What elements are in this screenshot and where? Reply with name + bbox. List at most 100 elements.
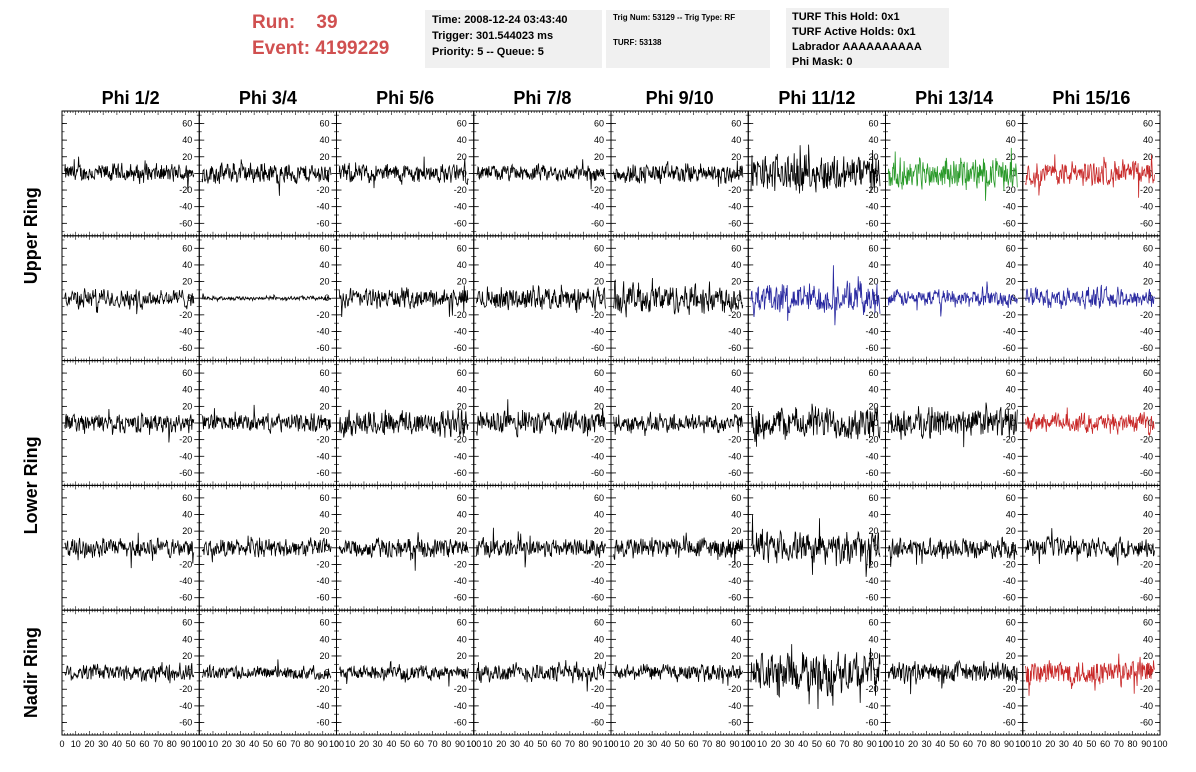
- y-tick-label: 40: [594, 385, 604, 395]
- y-tick-label: 60: [1006, 243, 1016, 253]
- y-tick-label: -60: [1003, 593, 1016, 603]
- y-tick-label: 0: [599, 293, 604, 303]
- y-tick-label: 20: [1006, 401, 1016, 411]
- y-tick-label: -40: [179, 326, 192, 336]
- y-tick-label: -20: [1140, 435, 1153, 445]
- y-tick-label: 20: [1006, 152, 1016, 162]
- waveform-trace: [338, 532, 469, 571]
- waveform-trace: [64, 288, 195, 315]
- y-tick-label: 40: [1006, 510, 1016, 520]
- y-tick-label: 40: [868, 260, 878, 270]
- y-tick-label: -20: [179, 310, 192, 320]
- y-tick-label: 40: [319, 135, 329, 145]
- turf-text: TURF: 53138: [613, 38, 662, 47]
- y-tick-label: -60: [316, 343, 329, 353]
- y-tick-label: -60: [316, 593, 329, 603]
- y-tick-label: 60: [1143, 368, 1153, 378]
- y-tick-label: 40: [594, 135, 604, 145]
- y-tick-label: 60: [182, 368, 192, 378]
- y-tick-label: -60: [316, 218, 329, 228]
- y-tick-label: 60: [594, 118, 604, 128]
- event-label: Event:: [252, 38, 311, 59]
- turf-this-hold-text: TURF This Hold: 0x1: [792, 11, 900, 23]
- y-tick-label: 40: [1143, 135, 1153, 145]
- y-tick-label: -20: [179, 185, 192, 195]
- y-tick-label: 20: [1143, 152, 1153, 162]
- y-tick-label: 20: [182, 152, 192, 162]
- y-tick-label: 40: [457, 260, 467, 270]
- y-tick-label: -20: [865, 185, 878, 195]
- y-tick-label: 0: [599, 543, 604, 553]
- y-tick-label: -40: [454, 326, 467, 336]
- y-tick-label: 20: [868, 152, 878, 162]
- y-tick-label: -20: [865, 435, 878, 445]
- y-tick-label: -60: [179, 218, 192, 228]
- y-tick-label: 0: [736, 168, 741, 178]
- waveform-trace: [1025, 284, 1155, 310]
- y-tick-label: 60: [319, 368, 329, 378]
- waveform-trace: [750, 403, 881, 447]
- y-tick-label: -20: [728, 185, 741, 195]
- y-tick-label: 40: [457, 385, 467, 395]
- waveform-trace: [64, 408, 195, 443]
- column-header: Phi 3/4: [239, 88, 297, 108]
- y-tick-label: -40: [591, 202, 604, 212]
- y-tick-label: 60: [1143, 243, 1153, 253]
- y-tick-label: 60: [457, 118, 467, 128]
- y-tick-label: -40: [1003, 326, 1016, 336]
- waveform-trace: [613, 532, 744, 566]
- panel-frame: [198, 360, 337, 486]
- y-tick-label: -20: [1003, 559, 1016, 569]
- y-tick-label: -20: [454, 435, 467, 445]
- y-tick-label: 20: [1006, 526, 1016, 536]
- y-tick-label: 40: [182, 135, 192, 145]
- waveform-trace: [613, 160, 744, 187]
- y-tick-label: 20: [319, 526, 329, 536]
- y-tick-label: 60: [594, 243, 604, 253]
- phi-mask-text: Phi Mask: 0: [792, 56, 853, 68]
- y-tick-label: 40: [1143, 510, 1153, 520]
- waveform-trace: [887, 536, 1018, 567]
- y-tick-label: 40: [1006, 135, 1016, 145]
- y-tick-label: -20: [865, 310, 878, 320]
- y-tick-label: 60: [868, 368, 878, 378]
- y-tick-label: -40: [865, 576, 878, 586]
- y-tick-label: 60: [594, 493, 604, 503]
- column-header: Phi 9/10: [646, 88, 714, 108]
- y-tick-label: -60: [591, 343, 604, 353]
- y-tick-label: -40: [1003, 576, 1016, 586]
- y-tick-label: 40: [319, 385, 329, 395]
- y-tick-label: 40: [1006, 385, 1016, 395]
- y-tick-label: -20: [591, 185, 604, 195]
- y-tick-label: 60: [1006, 368, 1016, 378]
- y-tick-label: 60: [1006, 493, 1016, 503]
- y-tick-label: 0: [599, 418, 604, 428]
- y-tick-label: 0: [324, 418, 329, 428]
- y-tick-label: 40: [731, 385, 741, 395]
- y-tick-label: -40: [179, 451, 192, 461]
- y-tick-label: -40: [591, 451, 604, 461]
- y-tick-label: -20: [1003, 185, 1016, 195]
- trig-num-text: Trig Num: 53129 -- Trig Type: RF: [613, 13, 736, 22]
- waveform-trace: [338, 285, 469, 318]
- waveform-trace: [750, 144, 881, 194]
- y-tick-label: -60: [1140, 218, 1153, 228]
- y-tick-label: -40: [728, 576, 741, 586]
- y-tick-label: -20: [728, 435, 741, 445]
- y-tick-label: -40: [454, 451, 467, 461]
- y-tick-label: 60: [319, 493, 329, 503]
- y-tick-label: 20: [1143, 277, 1153, 287]
- y-tick-label: 20: [182, 401, 192, 411]
- y-tick-label: 40: [731, 510, 741, 520]
- y-tick-label: -40: [728, 451, 741, 461]
- y-tick-label: 60: [182, 493, 192, 503]
- turf-info-box: TURF This Hold: 0x1 TURF Active Holds: 0…: [786, 8, 949, 68]
- y-tick-label: -40: [454, 202, 467, 212]
- y-tick-label: -60: [728, 468, 741, 478]
- y-tick-label: 20: [868, 277, 878, 287]
- y-tick-label: -20: [316, 185, 329, 195]
- y-tick-label: -60: [454, 218, 467, 228]
- y-tick-label: -60: [1003, 218, 1016, 228]
- y-tick-label: -20: [454, 559, 467, 569]
- y-tick-label: -20: [591, 559, 604, 569]
